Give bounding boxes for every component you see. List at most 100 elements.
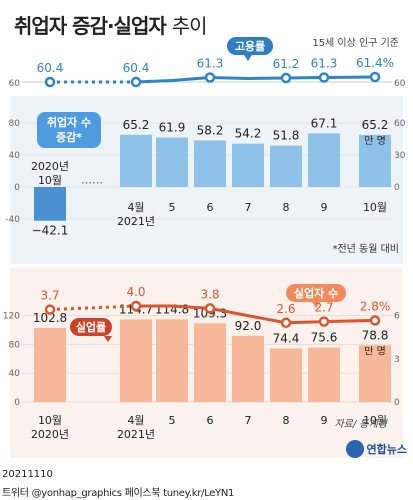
employment-change-label: 51.8 [273, 129, 300, 143]
unemployed-right-tick: 0 [394, 398, 400, 408]
bottom-x-label: 7 [245, 414, 252, 427]
unemployed-label: 102.8 [33, 311, 67, 325]
title-light: 추이 [171, 14, 208, 38]
employment-rate-label: 61.4% [356, 56, 394, 70]
unemployed-bar [232, 335, 264, 402]
employment-rate-label: 60.4 [123, 61, 150, 75]
logo-text: 연합뉴스 [366, 443, 407, 456]
unemployment-rate-legend-bg [70, 318, 112, 336]
employment-change-bar [232, 143, 264, 187]
unemployment-rate-point [204, 303, 216, 314]
employment-left-tick: 0 [14, 183, 20, 193]
employment-rate-line [135, 75, 376, 84]
unemployed-left-tick: 0 [14, 398, 20, 408]
top-x-label: 8 [283, 201, 290, 214]
yonhap-logo: 연합뉴스 [345, 440, 407, 458]
date-stamp: 20211110 [2, 469, 53, 480]
employment-change-bar [156, 137, 188, 187]
unemployed-bar [270, 348, 302, 402]
bottom-x-label: 4월 [127, 414, 144, 427]
bottom-x-label: 5 [169, 414, 176, 427]
employment-change-label: 65.2 [123, 118, 150, 132]
unemployment-rate-label: 3.7 [40, 289, 59, 303]
employment-change-bar [270, 145, 302, 187]
employment-legend-bg [37, 112, 101, 148]
employment-rate-legend-pointer [244, 55, 252, 61]
top-x-label: 6 [207, 201, 214, 214]
employment-change-label: 65.2 [362, 118, 389, 132]
employment-change-bar [359, 134, 391, 187]
source: 자료/ 통계청 [334, 419, 387, 430]
unemployed-bar [194, 323, 226, 402]
unemployed-label: 78.8 [362, 328, 389, 342]
employment-rate-point [369, 71, 381, 83]
top-x-label: 2021년 [117, 215, 155, 228]
employment-legend-line2: 증감* [56, 130, 82, 144]
employment-rate-point [130, 76, 142, 88]
employment-change-bar [308, 133, 340, 187]
bottom-x-label: 8 [283, 414, 290, 427]
unemployment-rate-point [130, 300, 142, 312]
footnote: *전년 동월 대비 [332, 244, 399, 255]
unemployed-right-tick: 6 [394, 312, 400, 322]
unemployment-rate-label: 2.8% [360, 299, 391, 313]
unemployment-rate-label: 2.6 [276, 302, 295, 316]
unemployment-rate-point [318, 316, 330, 327]
globe-icon [345, 440, 364, 458]
unemployment-rate-point [369, 315, 381, 326]
unemployed-bar [359, 345, 391, 402]
top-x-label: 7 [245, 201, 252, 214]
employment-rate-legend: 고용률 [235, 40, 265, 53]
employment-unit: 만 명 [364, 135, 386, 147]
employment-rate-label: 61.3 [311, 57, 338, 71]
employment-change-label: 61.9 [159, 120, 186, 134]
unemployment-rate-point [44, 304, 56, 315]
bottom-x-label: 9 [321, 414, 328, 427]
top-x-label: 5 [169, 201, 176, 214]
unemployment-rate-point [280, 317, 292, 329]
unemployed-left-tick: 120 [3, 312, 20, 322]
title-bold: 취업자 증감·실업자 [14, 14, 167, 38]
rate-axis-left: 60 [9, 79, 21, 89]
subtitle: 15세 이상 인구 기준 [312, 38, 399, 49]
social-credit: 트위터 @yonhap_graphics 페이스북 tuney.kr/LeYN1 [2, 488, 235, 499]
unemployed-legend-bg [286, 284, 346, 302]
employment-change-label: 67.1 [311, 116, 338, 130]
unemployed-label: 75.6 [311, 331, 338, 345]
unemployed-unit: 만 명 [364, 345, 386, 357]
unemployed-bar [34, 327, 66, 402]
employment-rate-label: 60.4 [37, 61, 64, 75]
employment-rate-label: 61.2 [273, 57, 300, 71]
employment-left-tick: 40 [9, 151, 21, 161]
bottom-x-label: 2020년 [31, 428, 69, 441]
employment-left-tick: 80 [9, 119, 21, 129]
top-x-label: 2020년 [31, 160, 69, 173]
bottom-x-label: 10월 [363, 414, 387, 427]
employment-rate-point [204, 72, 216, 83]
bottom-x-label: 10월 [38, 414, 62, 427]
top-x-label: 4월 [127, 201, 144, 214]
unemployment-rate-gap-line [49, 304, 137, 312]
top-x-label: 10월 [38, 174, 62, 187]
employment-right-tick: 30 [394, 151, 406, 161]
bottom-x-label: 6 [207, 414, 214, 427]
unemployed-bar [308, 347, 340, 402]
employment-rate-point [280, 72, 292, 84]
page-title: 취업자 증감·실업자 추이 [14, 10, 208, 39]
unemployed-label: 114.8 [155, 302, 189, 316]
unemployed-label: 92.0 [235, 319, 262, 333]
unemployment-rate-label: 3.8 [200, 287, 219, 301]
unemployed-left-tick: 40 [9, 369, 21, 379]
unemployed-legend-pointer [312, 302, 320, 308]
top-x-label: 9 [321, 201, 328, 214]
unemployed-label: 74.4 [273, 331, 300, 345]
top-x-label: 10월 [363, 201, 387, 214]
employment-right-tick: 60 [394, 119, 406, 129]
employment-left-tick: -40 [5, 215, 20, 225]
employment-change-bar [34, 187, 66, 221]
employment-gap-marker: ⋯⋯ [81, 176, 103, 189]
unemployed-legend: 실업자 수 [294, 286, 338, 300]
rate-axis-right: 60 [394, 79, 406, 89]
employment-change-label: 58.2 [197, 123, 224, 137]
unemployed-right-tick: 3 [394, 355, 400, 365]
